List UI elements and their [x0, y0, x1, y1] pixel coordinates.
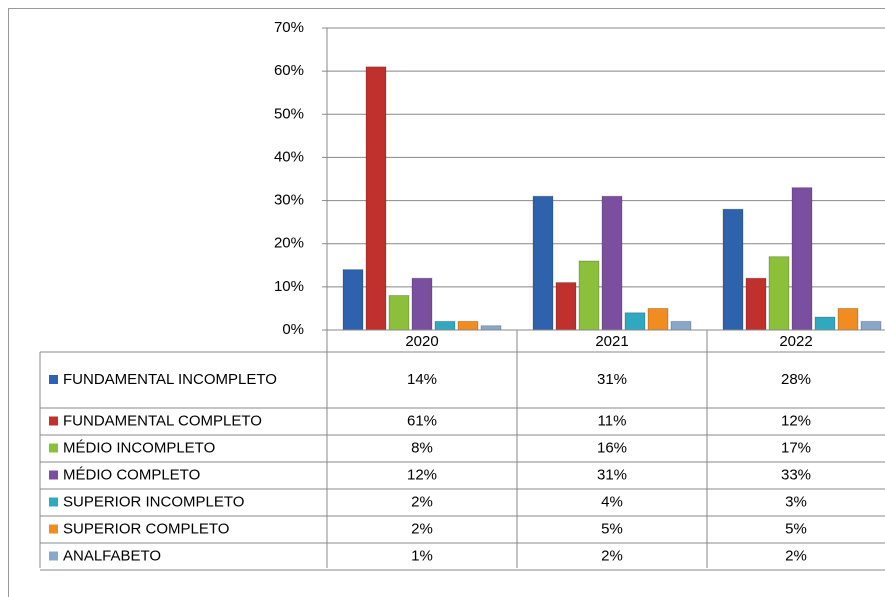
data-label: 16% — [597, 439, 627, 456]
data-label: 2% — [411, 493, 433, 510]
legend-label: MÉDIO INCOMPLETO — [63, 439, 215, 456]
bar — [457, 320, 479, 331]
legend-key — [49, 497, 58, 507]
bar — [624, 312, 646, 331]
y-tick-label: 40% — [274, 148, 304, 165]
data-label: 2% — [411, 520, 433, 537]
bar — [601, 195, 623, 331]
data-label: 2% — [601, 547, 623, 564]
bar — [555, 282, 577, 331]
y-tick-label: 50% — [274, 105, 304, 122]
bar — [837, 307, 859, 331]
bar — [647, 307, 669, 331]
y-tick-label: 70% — [274, 19, 304, 36]
bar — [532, 195, 554, 331]
legend-label: FUNDAMENTAL COMPLETO — [63, 412, 262, 429]
data-label: 31% — [597, 466, 627, 483]
bar — [670, 320, 692, 331]
legend-label: SUPERIOR COMPLETO — [63, 520, 229, 537]
data-label: 11% — [598, 412, 627, 429]
bar — [411, 277, 433, 331]
x-tick-label: 2020 — [405, 333, 438, 350]
legend-label: ANALFABETO — [63, 547, 161, 564]
legend-label: MÉDIO COMPLETO — [63, 466, 200, 483]
data-label: 5% — [785, 520, 807, 537]
x-tick-label: 2022 — [779, 333, 812, 350]
legend-key — [49, 443, 58, 453]
data-label: 2% — [785, 547, 807, 564]
data-label: 12% — [407, 466, 437, 483]
bar — [365, 66, 387, 331]
bar — [860, 320, 882, 331]
bar — [745, 277, 767, 331]
data-label: 31% — [597, 371, 627, 388]
bar — [480, 325, 502, 331]
y-tick-label: 10% — [274, 278, 304, 295]
data-label: 4% — [601, 493, 623, 510]
x-tick-label: 2021 — [595, 333, 628, 350]
bar — [814, 316, 836, 331]
legend-key — [49, 551, 58, 561]
y-tick-label: 60% — [274, 62, 304, 79]
legend-key — [49, 470, 58, 480]
legend-label: FUNDAMENTAL INCOMPLETO — [63, 371, 277, 388]
data-label: 1% — [411, 547, 433, 564]
data-label: 3% — [785, 493, 807, 510]
data-label: 14% — [407, 371, 437, 388]
legend-key — [49, 524, 58, 534]
data-label: 61% — [407, 412, 437, 429]
bar — [768, 256, 790, 331]
bar — [434, 320, 456, 331]
data-label: 17% — [781, 439, 811, 456]
y-tick-label: 30% — [274, 192, 304, 209]
bar — [578, 260, 600, 331]
legend-label: SUPERIOR INCOMPLETO — [63, 493, 244, 510]
data-label: 8% — [411, 439, 433, 456]
bar — [722, 208, 744, 331]
y-tick-label: 0% — [282, 321, 304, 338]
y-tick-label: 20% — [274, 235, 304, 252]
bar — [388, 294, 410, 331]
legend-key — [49, 416, 58, 426]
data-label: 5% — [601, 520, 623, 537]
data-label: 12% — [781, 412, 811, 429]
data-label: 28% — [781, 371, 811, 388]
bar — [342, 269, 364, 331]
bar — [791, 187, 813, 331]
legend-key — [49, 375, 58, 384]
data-label: 33% — [781, 466, 811, 483]
